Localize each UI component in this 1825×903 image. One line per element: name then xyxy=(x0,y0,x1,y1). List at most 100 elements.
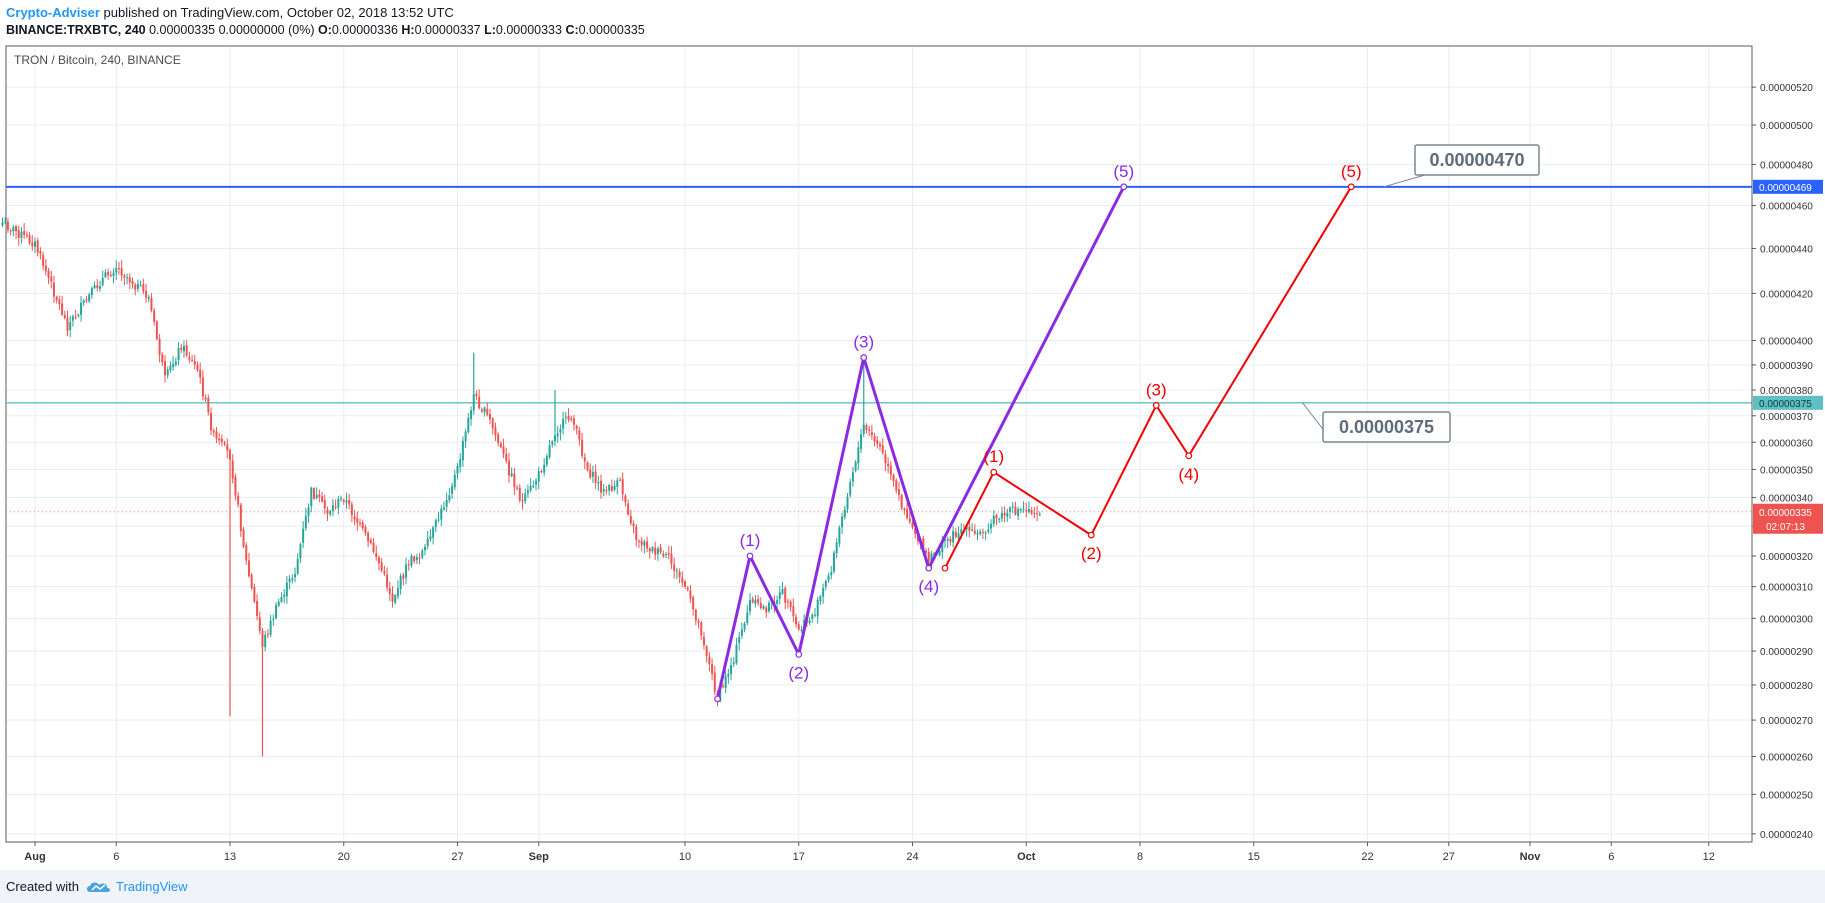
symbol-label: BINANCE:TRXBTC, 240 xyxy=(6,23,146,37)
y-tick-label: 0.00000350 xyxy=(1760,465,1813,476)
candle-body xyxy=(1000,513,1003,519)
y-tick-label: 0.00000400 xyxy=(1760,337,1813,348)
candle-body xyxy=(1033,513,1036,515)
candle-body xyxy=(23,230,26,235)
candle-body xyxy=(218,438,221,441)
candle-body xyxy=(402,574,405,579)
candle-body xyxy=(334,506,337,508)
candle-body xyxy=(1011,506,1014,508)
candlestick-series xyxy=(1,217,1041,757)
candle-body xyxy=(480,409,483,412)
candle-body xyxy=(182,346,185,352)
candle-body xyxy=(670,553,673,564)
candle-body xyxy=(711,664,714,674)
tradingview-brand-link[interactable]: TradingView xyxy=(116,879,188,894)
candle-body xyxy=(359,522,361,524)
y-tick-label: 0.00000270 xyxy=(1760,716,1813,727)
candle-body xyxy=(640,540,643,545)
candle-body xyxy=(1038,514,1041,516)
candle-body xyxy=(245,545,248,561)
wave-purple-label: (5) xyxy=(1113,162,1134,181)
candle-body xyxy=(952,530,955,543)
candle-body xyxy=(237,495,240,505)
wave-purple-label: (1) xyxy=(740,531,761,550)
candle-body xyxy=(52,282,55,297)
candle-body xyxy=(854,462,857,471)
candle-body xyxy=(188,356,191,360)
candle-body xyxy=(220,438,223,443)
candle-body xyxy=(88,294,91,302)
candle-body xyxy=(451,486,454,494)
candle-body xyxy=(432,527,435,538)
candle-body xyxy=(58,299,61,305)
candle-body xyxy=(591,472,594,477)
target-price-tag-label: 0.00000375 xyxy=(1759,399,1812,410)
candle-body xyxy=(47,270,50,278)
tradingview-cloud-icon[interactable] xyxy=(86,880,112,894)
candle-body xyxy=(781,588,784,594)
publish-info: Crypto-Adviser published on TradingView.… xyxy=(6,5,454,20)
candle-body xyxy=(667,553,670,555)
candle-body xyxy=(686,587,689,590)
y-axis: 0.00000520 0.00000500 0.00000480 0.00000460… xyxy=(6,46,1823,842)
candle-body xyxy=(995,515,998,519)
candle-body xyxy=(800,629,803,631)
candle-body xyxy=(1027,508,1030,512)
candle-body xyxy=(554,435,556,442)
candle-body xyxy=(253,586,256,602)
candle-body xyxy=(570,418,573,420)
candle-body xyxy=(583,457,586,462)
candle-body xyxy=(486,408,489,415)
candle-body xyxy=(518,487,521,501)
candle-body xyxy=(990,523,993,529)
wave-purple-label: (4) xyxy=(918,577,939,596)
candle-body xyxy=(849,482,852,496)
candle-body xyxy=(326,509,329,514)
candle-body xyxy=(164,361,166,376)
y-tick-label: 0.00000280 xyxy=(1760,681,1813,692)
high-value: 0.00000337 xyxy=(414,23,485,37)
candle-body xyxy=(226,444,229,451)
wave-purple-node xyxy=(795,651,803,658)
wave-red-node xyxy=(990,468,998,476)
candle-body xyxy=(96,285,99,289)
price-callouts: 0.00000470 0.00000375 xyxy=(1302,144,1540,443)
chart-legend: TRON / Bitcoin, 240, BINANCE xyxy=(14,53,181,67)
candle-body xyxy=(475,394,478,397)
candle-body xyxy=(708,656,711,665)
candle-body xyxy=(979,531,982,534)
wave-red-node xyxy=(1347,183,1355,191)
candle-body xyxy=(448,495,451,501)
open-value: 0.00000336 xyxy=(331,23,402,37)
candle-body xyxy=(954,531,957,537)
candle-body xyxy=(407,564,410,566)
candle-body xyxy=(478,396,481,409)
candle-body xyxy=(1014,506,1017,515)
candle-body xyxy=(507,460,510,476)
candle-body xyxy=(323,499,326,509)
candle-body xyxy=(356,518,359,523)
candle-body xyxy=(749,600,751,612)
candle-body xyxy=(288,578,291,583)
candle-body xyxy=(765,607,768,613)
candle-body xyxy=(998,518,1001,520)
candle-body xyxy=(971,529,974,531)
candle-body xyxy=(426,538,429,546)
candle-body xyxy=(491,418,494,429)
candle-body xyxy=(627,503,630,515)
callout-pointer xyxy=(1383,174,1426,188)
y-tick-label: 0.00000290 xyxy=(1760,647,1813,658)
candle-body xyxy=(107,272,110,276)
author-link[interactable]: Crypto-Adviser xyxy=(6,5,100,20)
candle-body xyxy=(126,277,129,279)
candle-body xyxy=(751,598,754,603)
candle-body xyxy=(210,412,213,431)
candle-body xyxy=(139,285,142,287)
candle-body xyxy=(418,557,421,559)
candle-body xyxy=(169,365,172,371)
x-tick-label: Nov xyxy=(1520,851,1542,863)
candle-body xyxy=(1017,509,1020,517)
candle-body xyxy=(442,507,445,510)
candle-body xyxy=(342,499,345,502)
